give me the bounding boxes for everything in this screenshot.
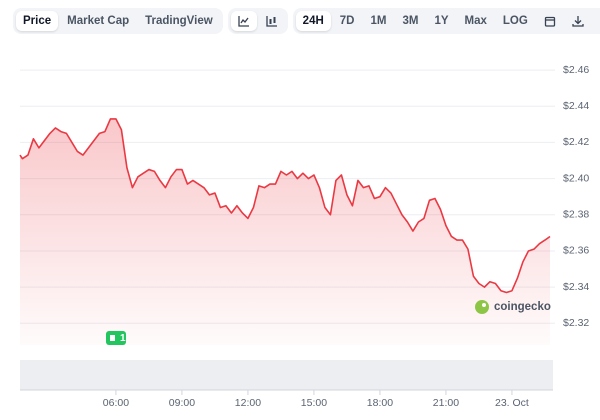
event-flag-count: 1 [120,333,126,344]
y-tick-label: $2.32 [563,317,589,329]
watermark-logo-eye [482,303,486,307]
range[interactable]: 3M [402,15,419,27]
watermark-text: coingecko [494,301,551,313]
area-fill [20,118,550,345]
y-tick-label: $2.36 [563,245,589,257]
range[interactable]: 1M [370,15,387,27]
y-tick-label: $2.46 [563,64,589,76]
volume-band [20,360,553,390]
x-tick-label: 18:00 [367,397,393,409]
x-tick-label: 15:00 [301,397,327,409]
candle-chart-button[interactable] [259,11,285,31]
toolbar: Price Market Cap TradingView 24H 7D 1M 3… [13,8,600,34]
x-tick-label: 09:00 [169,397,195,409]
x-tick-label: 21:00 [433,397,459,409]
chart-style-tabs [227,8,288,34]
y-tick-label: $2.44 [563,100,589,112]
x-tick-label: 12:00 [235,397,261,409]
event-flag-box [106,331,126,345]
line-icon [238,16,249,27]
range[interactable]: Max [464,15,487,27]
candle-icon [266,16,277,27]
watermark-logo [475,300,489,314]
watermark: coingecko [475,300,551,314]
calendar-button[interactable] [537,11,563,31]
download-icon [572,16,584,27]
y-tick-label: $2.40 [563,172,589,184]
plot [19,118,551,345]
calendar-icon [544,16,555,27]
event-flag: 1 [106,331,126,345]
download-button[interactable] [565,11,591,31]
range[interactable]: 7D [339,15,355,27]
tab[interactable]: Market Cap [67,15,130,27]
x-tick-label: 23. Oct [495,397,529,409]
y-tick-label: $2.34 [563,281,589,293]
range[interactable]: 1Y [434,15,449,27]
range[interactable]: 24H [295,11,331,31]
view-tabs: Price Market Cap TradingView [13,8,223,34]
range-tabs: 24H 7D 1M 3M 1Y Max LOG [292,8,600,34]
price-line [19,118,551,294]
tab[interactable]: TradingView [145,15,213,27]
y-tick-label: $2.38 [563,209,589,221]
x-tick-label: 06:00 [103,397,129,409]
tab[interactable]: Price [16,11,59,31]
event-flag-icon [110,335,115,341]
range[interactable]: LOG [502,15,528,27]
line-chart-button[interactable] [230,11,257,31]
y-tick-label: $2.42 [563,136,589,148]
